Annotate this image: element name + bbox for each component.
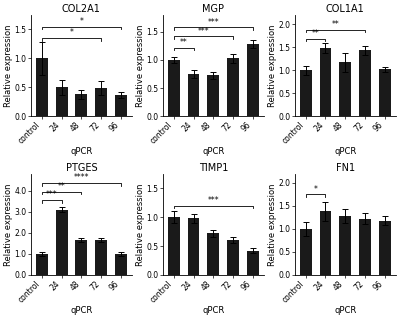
Bar xyxy=(379,69,391,116)
Bar xyxy=(339,216,351,275)
Bar xyxy=(320,211,332,275)
X-axis label: qPCR: qPCR xyxy=(334,306,356,315)
X-axis label: qPCR: qPCR xyxy=(70,147,92,156)
Text: ***: *** xyxy=(46,190,58,199)
X-axis label: qPCR: qPCR xyxy=(334,147,356,156)
Bar xyxy=(300,70,312,116)
X-axis label: qPCR: qPCR xyxy=(202,306,224,315)
Title: TIMP1: TIMP1 xyxy=(199,163,228,173)
Bar xyxy=(359,219,371,275)
Title: PTGES: PTGES xyxy=(66,163,97,173)
Y-axis label: Relative expression: Relative expression xyxy=(136,183,145,266)
Bar xyxy=(359,50,371,116)
Y-axis label: Relative expression: Relative expression xyxy=(136,24,145,107)
Text: ***: *** xyxy=(198,26,209,35)
Bar xyxy=(227,58,239,116)
Text: **: ** xyxy=(58,182,66,191)
Title: FN1: FN1 xyxy=(336,163,355,173)
Y-axis label: Relative expression: Relative expression xyxy=(268,183,277,266)
Bar xyxy=(36,254,48,275)
Bar xyxy=(168,60,180,116)
Bar xyxy=(227,240,239,275)
Bar xyxy=(76,240,87,275)
Bar xyxy=(168,217,180,275)
Y-axis label: Relative expression: Relative expression xyxy=(268,24,277,107)
Text: ****: **** xyxy=(74,174,89,182)
Bar xyxy=(320,48,332,116)
Title: COL1A1: COL1A1 xyxy=(326,4,365,14)
Bar xyxy=(379,221,391,275)
Bar xyxy=(247,251,259,275)
Title: MGP: MGP xyxy=(202,4,224,14)
Bar xyxy=(115,95,127,116)
Y-axis label: Relative expression: Relative expression xyxy=(4,24,13,107)
Text: *: * xyxy=(314,185,318,194)
Text: **: ** xyxy=(332,20,339,29)
X-axis label: qPCR: qPCR xyxy=(70,306,92,315)
Bar xyxy=(76,94,87,116)
Bar xyxy=(95,88,107,116)
X-axis label: qPCR: qPCR xyxy=(202,147,224,156)
Text: **: ** xyxy=(312,29,320,38)
Text: *: * xyxy=(70,28,74,37)
Text: *: * xyxy=(80,17,83,26)
Bar xyxy=(115,254,127,275)
Bar xyxy=(56,87,68,116)
Bar xyxy=(188,74,200,116)
Bar xyxy=(247,44,259,116)
Bar xyxy=(207,75,219,116)
Text: ***: *** xyxy=(208,18,219,26)
Bar xyxy=(339,62,351,116)
Title: COL2A1: COL2A1 xyxy=(62,4,101,14)
Y-axis label: Relative expression: Relative expression xyxy=(4,183,13,266)
Bar xyxy=(300,229,312,275)
Bar xyxy=(56,210,68,275)
Text: **: ** xyxy=(180,38,188,47)
Bar xyxy=(188,218,200,275)
Bar xyxy=(207,233,219,275)
Bar xyxy=(95,240,107,275)
Bar xyxy=(36,58,48,116)
Text: ***: *** xyxy=(208,196,219,205)
